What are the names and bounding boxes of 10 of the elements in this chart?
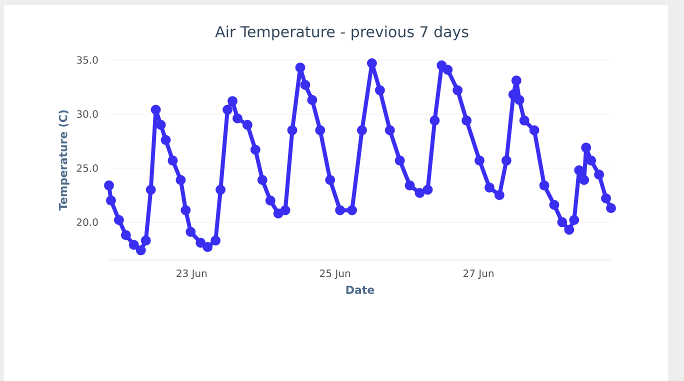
- x-tick-label: 25 Jun: [320, 270, 350, 279]
- y-tick-label: 20.0: [76, 218, 98, 226]
- chart-title: Air Temperature - previous 7 days: [215, 26, 468, 40]
- y-tick-label: 30.0: [76, 110, 98, 118]
- x-tick-label: 27 Jun: [464, 270, 494, 279]
- x-tick-label: 23 Jun: [176, 270, 207, 279]
- y-tick-label: 25.0: [76, 164, 98, 172]
- x-axis-title: Date: [346, 286, 374, 294]
- y-tick-label: 35.0: [76, 56, 98, 64]
- y-axis-title: Temperature (C): [58, 110, 70, 210]
